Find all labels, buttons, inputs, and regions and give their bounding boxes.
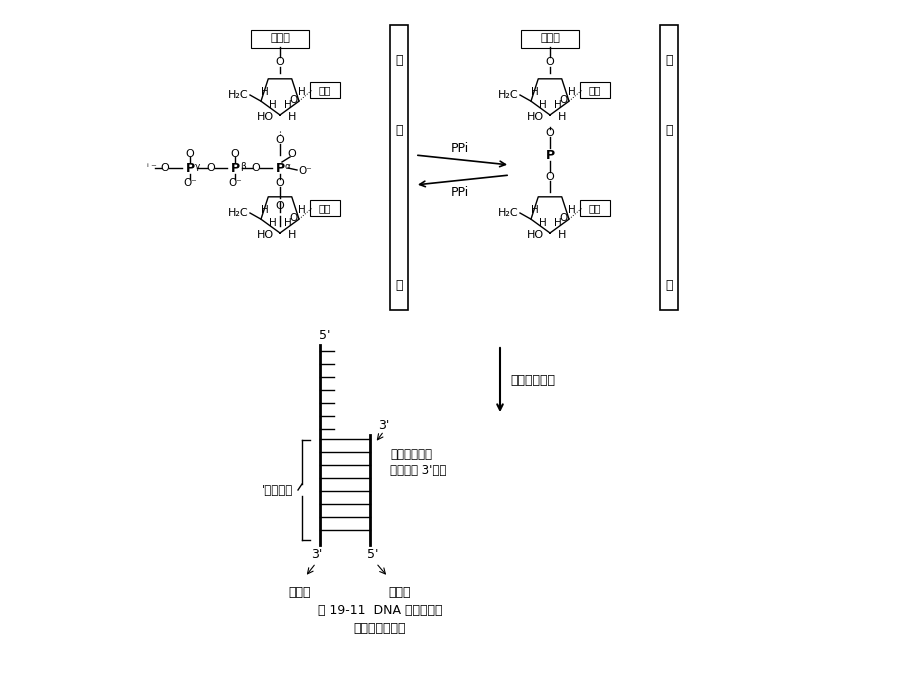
Text: PPi: PPi — [450, 141, 469, 155]
Text: H: H — [553, 100, 562, 110]
Text: HO: HO — [256, 230, 273, 240]
Text: O: O — [545, 128, 554, 138]
Text: P: P — [545, 148, 554, 161]
Text: 引物链: 引物链 — [270, 33, 289, 43]
Text: O: O — [560, 95, 568, 105]
Text: 3': 3' — [378, 419, 389, 431]
Text: O⁻: O⁻ — [183, 178, 197, 188]
Text: H: H — [568, 205, 575, 215]
Text: O: O — [252, 163, 260, 173]
Text: α: α — [285, 161, 290, 170]
Text: HO: HO — [526, 112, 543, 122]
Text: 5': 5' — [319, 328, 331, 342]
Text: 碱基: 碱基 — [588, 85, 601, 95]
Text: 链: 链 — [664, 279, 672, 291]
Text: H: H — [298, 87, 305, 97]
Bar — [659, 25, 677, 310]
Text: H: H — [261, 205, 268, 215]
FancyBboxPatch shape — [310, 82, 340, 98]
Text: '配对碱基: '配对碱基 — [262, 484, 292, 497]
Text: O⁻: O⁻ — [228, 178, 242, 188]
Text: O: O — [288, 149, 296, 159]
Text: HO: HO — [256, 112, 273, 122]
Text: O: O — [289, 95, 298, 105]
Text: 模: 模 — [395, 54, 403, 66]
Text: ⁻: ⁻ — [150, 163, 155, 173]
Text: O: O — [276, 178, 284, 188]
Text: O: O — [231, 149, 239, 159]
Text: O⁻: O⁻ — [298, 166, 312, 176]
Text: 模: 模 — [664, 54, 672, 66]
Text: H₂C: H₂C — [227, 208, 248, 218]
Text: ⁱ: ⁱ — [146, 163, 148, 173]
Text: 碱基: 碱基 — [318, 203, 331, 213]
Text: 图 19-11  DNA 酶促合成的: 图 19-11 DNA 酶促合成的 — [317, 604, 442, 616]
FancyBboxPatch shape — [579, 82, 609, 98]
Text: P: P — [230, 161, 239, 175]
Text: H: H — [261, 87, 268, 97]
Text: O: O — [276, 135, 284, 145]
Text: H: H — [298, 205, 305, 215]
Text: H: H — [269, 218, 277, 228]
Text: O: O — [276, 201, 284, 211]
Text: H₂C: H₂C — [227, 90, 248, 100]
Text: γ: γ — [195, 161, 200, 170]
Text: H: H — [553, 218, 562, 228]
Text: O: O — [545, 172, 554, 182]
Text: H: H — [557, 230, 565, 240]
Text: H: H — [539, 100, 546, 110]
Text: 碱基: 碱基 — [318, 85, 331, 95]
Text: P: P — [275, 161, 284, 175]
Text: 链的合成方向: 链的合成方向 — [509, 373, 554, 386]
Text: 引物链: 引物链 — [389, 586, 411, 600]
Text: O: O — [186, 149, 194, 159]
Text: O: O — [545, 57, 554, 67]
Text: H: H — [557, 112, 565, 122]
Bar — [390, 25, 407, 310]
FancyBboxPatch shape — [520, 30, 578, 48]
Text: 引物链的 3'末端: 引物链的 3'末端 — [390, 464, 446, 477]
Text: H: H — [269, 100, 277, 110]
Text: 碱基: 碱基 — [588, 203, 601, 213]
Text: 链: 链 — [395, 279, 403, 291]
Text: 3': 3' — [311, 549, 323, 562]
FancyBboxPatch shape — [579, 200, 609, 216]
Text: O: O — [161, 163, 169, 173]
Text: H: H — [284, 100, 291, 110]
Text: H: H — [284, 218, 291, 228]
Text: 核苷酸加入到: 核苷酸加入到 — [390, 448, 432, 462]
Text: O: O — [560, 213, 568, 223]
Text: 模板链: 模板链 — [289, 586, 311, 600]
Text: H: H — [530, 205, 539, 215]
Text: O: O — [207, 163, 215, 173]
Text: β: β — [240, 161, 245, 170]
Text: 5': 5' — [367, 549, 379, 562]
Text: 引物链和模板链: 引物链和模板链 — [354, 622, 406, 635]
Text: H: H — [539, 218, 546, 228]
Text: H₂C: H₂C — [497, 208, 517, 218]
FancyBboxPatch shape — [251, 30, 309, 48]
Text: H: H — [288, 112, 296, 122]
Text: O: O — [276, 57, 284, 67]
FancyBboxPatch shape — [310, 200, 340, 216]
Text: P: P — [186, 161, 194, 175]
Text: 板: 板 — [664, 124, 672, 137]
Text: HO: HO — [526, 230, 543, 240]
Text: 引物链: 引物链 — [539, 33, 560, 43]
Text: H: H — [530, 87, 539, 97]
Text: H: H — [568, 87, 575, 97]
Text: O: O — [289, 213, 298, 223]
Text: 板: 板 — [395, 124, 403, 137]
Text: H: H — [288, 230, 296, 240]
Text: PPi: PPi — [450, 186, 469, 199]
Text: H₂C: H₂C — [497, 90, 517, 100]
